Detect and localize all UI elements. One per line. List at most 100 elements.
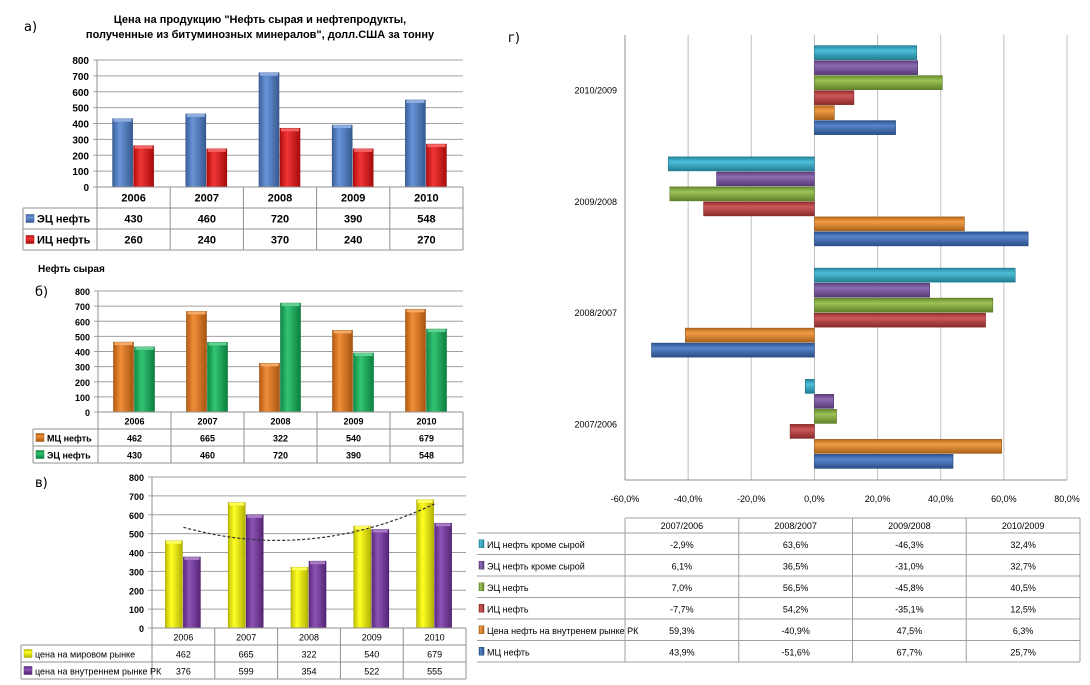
legend-key-icon [478,625,485,634]
y-tick-label: 0 [139,624,144,634]
table-cell: 7,0% [672,583,693,593]
legend-label: ИЦ нефть [487,604,529,614]
table-cell: -2,9% [670,540,694,550]
bar-highlight [229,502,245,506]
bar-ИЦ-нефть-2008 [279,127,301,188]
bar-ЭЦ-нефть-2009 [353,352,374,413]
legend-key-icon [478,582,485,591]
y-tick-label: 400 [75,348,90,358]
x-tick-label: 60,0% [991,494,1017,504]
table-cell: -31,0% [895,561,924,571]
table-cell: 67,7% [897,647,923,657]
legend-key-icon [478,561,485,570]
table-header-cell: 2006 [121,193,145,205]
x-tick-label: -20,0% [737,494,766,504]
y-tick-label: 800 [75,287,90,297]
bar-highlight [406,100,425,104]
x-tick-label: 0,0% [804,494,825,504]
bar-ИЦ-нефть-2009/2008 [703,201,815,217]
legend-label: ЭЦ нефть кроме сырой [487,561,585,571]
bar-МЦ-нефть-2009 [332,330,353,413]
table-header-cell: 2010 [414,193,438,205]
panel-label-d: г) [508,31,520,46]
bar-ЭЦ-нефть-кроме-сырой-2007/2006 [814,394,834,409]
legend-label: МЦ нефть [487,647,530,657]
bar-МЦ-нефть-2010/2009 [814,120,896,135]
legend-key-icon [478,539,485,548]
bar-highlight [427,144,446,148]
bar-highlight [186,113,205,117]
bar-highlight [247,514,263,518]
table-cell: 260 [124,235,142,247]
table-header-cell: 2010/2009 [1002,521,1045,531]
bar-МЦ-нефть-2007 [186,311,207,413]
table-header-cell: 2007 [195,193,219,205]
table-cell: 240 [344,235,362,247]
panel-label-b: б) [35,285,49,300]
table-header-cell: 2009/2008 [888,521,931,531]
bar-highlight [134,145,153,149]
bar-ЭЦ-нефть-2008/2007 [814,297,994,313]
legend-label: Цена нефть на внутренем рынке РК [487,626,639,636]
y-tick-label: 0 [83,183,89,194]
bar-цена-на-внутреннем-рынке-РК-2006 [183,556,201,629]
table-cell: -40,9% [781,626,810,636]
table-cell: 40,5% [1010,583,1036,593]
legend-label: ЭЦ нефть [47,451,91,461]
bar-МЦ-нефть-2006 [113,341,134,413]
bar-highlight [354,353,373,357]
table-header-cell: 2008 [299,633,319,643]
table-header-cell: 2008 [268,193,292,205]
y-tick-label: 700 [75,302,90,312]
y-tick-label: 400 [129,549,144,559]
bar-ИЦ-нефть-2008/2007 [814,312,986,328]
bar-ЭЦ-нефть-2008 [258,72,280,188]
legend-label: ИЦ нефть кроме сырой [487,540,585,550]
y-category-label: 2007/2006 [574,419,617,429]
table-cell: 376 [176,667,191,677]
y-tick-label: 800 [72,56,89,67]
bar-ЭЦ-нефть-2006 [134,346,155,413]
y-tick-label: 500 [129,530,144,540]
table-cell: 390 [344,214,362,226]
bar-highlight [208,342,227,346]
bar-highlight [427,329,446,333]
table-cell: 47,5% [897,626,923,636]
table-cell: -51,6% [781,647,810,657]
y-category-label: 2008/2007 [574,308,617,318]
table-header-cell: 2009 [362,633,382,643]
legend-key-icon [25,235,35,244]
y-tick-label: 200 [129,586,144,596]
y-tick-label: 800 [129,473,144,483]
bar-ЭЦ-нефть-2010 [426,328,447,413]
table-header-cell: 2007 [197,417,217,427]
y-tick-label: 200 [75,378,90,388]
bar-highlight [260,72,278,76]
table-cell: 56,5% [783,583,809,593]
chart-a-title-line2: полученные из битуминозных минералов", д… [85,29,435,41]
table-cell: 555 [427,667,442,677]
table-cell: 430 [127,451,142,461]
bar-highlight [310,561,325,565]
bar-МЦ-нефть-2007/2006 [814,454,954,469]
bar-highlight [333,125,352,129]
y-tick-label: 100 [75,393,90,403]
legend-label: ИЦ нефть [37,235,91,247]
chart-a-title-line1: Цена на продукцию "Нефть сырая и нефтепр… [113,14,407,26]
table-cell: 462 [176,650,191,660]
y-category-label: 2009/2008 [574,197,617,207]
table-cell: 390 [346,451,361,461]
y-tick-label: 600 [75,317,90,327]
table-cell: 43,9% [669,647,695,657]
table-cell: 6,3% [1013,626,1034,636]
bar-highlight [187,311,206,315]
bar-highlight [184,557,200,561]
y-tick-label: 700 [129,492,144,502]
bar-highlight [372,529,388,533]
bar-ЭЦ-нефть-кроме-сырой-2008/2007 [814,282,930,298]
bar-highlight [435,523,451,527]
table-cell: 63,6% [783,540,809,550]
bar-ИЦ-нефть-2010/2009 [814,90,855,105]
bar-ЭЦ-нефть-2007 [207,342,228,413]
chart-a: 0 100 200 300 400 500 600 700 800 2006 2007 2008 200… [22,56,464,251]
